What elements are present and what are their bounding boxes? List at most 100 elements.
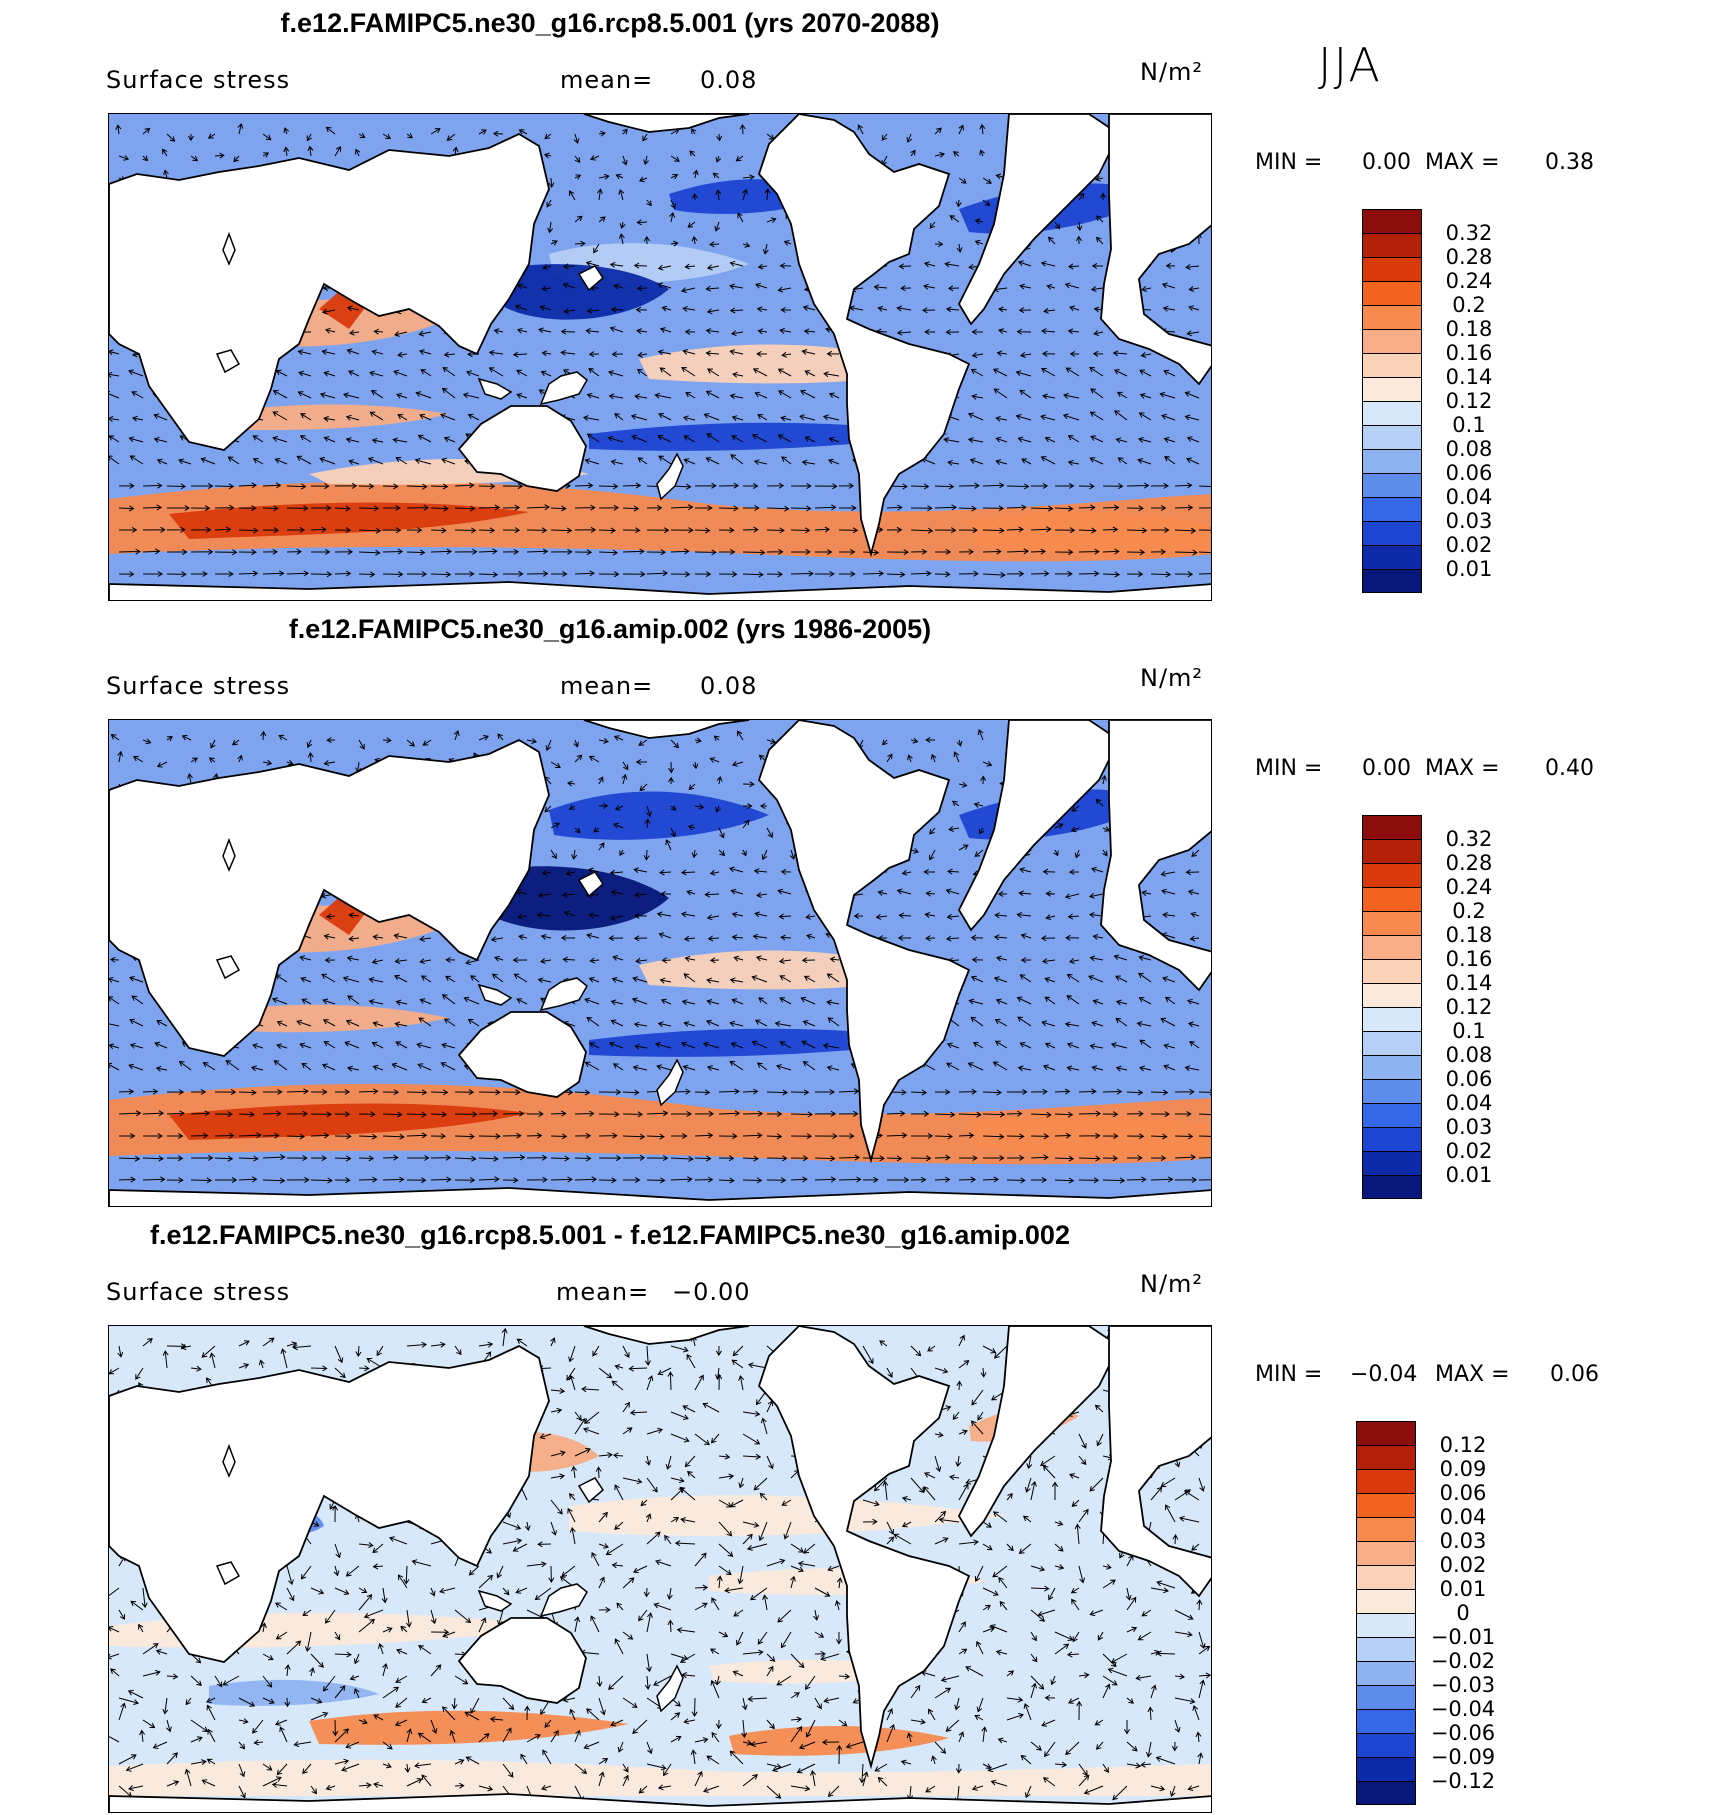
colorbar-swatch (1356, 1661, 1416, 1685)
units-label: N/m² (1140, 1270, 1204, 1298)
stress-map (108, 719, 1212, 1207)
colorbar-swatch (1356, 1685, 1416, 1709)
colorbar-swatch (1362, 425, 1422, 449)
land-mass (1100, 1326, 1211, 1598)
colorbar-tick-label: 0.02 (1439, 1553, 1487, 1577)
colorbar-tick-label: 0.01 (1439, 1577, 1487, 1601)
colorbar-tick-label: 0.1 (1452, 1019, 1486, 1043)
colorbar-swatch (1362, 1031, 1422, 1055)
colorbar-tick-label: 0.18 (1445, 923, 1493, 947)
colorbar-swatch (1362, 473, 1422, 497)
island (656, 1664, 684, 1713)
variable-label: Surface stress (106, 672, 291, 700)
mean-label: mean= (560, 672, 654, 700)
colorbar-swatch (1356, 1469, 1416, 1493)
colorbar-tick-label: 0.28 (1445, 851, 1493, 875)
stress-contour (489, 866, 669, 931)
colorbar-tick-label: 0.09 (1439, 1457, 1487, 1481)
colorbar-tick-label: 0.14 (1445, 971, 1493, 995)
colorbar-swatch (1362, 1055, 1422, 1079)
land-mass (109, 132, 550, 451)
colorbar-swatch (1356, 1709, 1416, 1733)
min-value: −0.04 (1350, 1362, 1418, 1387)
colorbar-swatch (1362, 257, 1422, 281)
island (222, 837, 236, 872)
colorbar-swatch (1362, 545, 1422, 569)
colorbar-swatch (1362, 839, 1422, 863)
min-value: 0.00 (1362, 150, 1411, 175)
colorbar-swatch (1356, 1493, 1416, 1517)
stress-contour (209, 1679, 379, 1706)
colorbar-swatch (1362, 863, 1422, 887)
land-mass (109, 738, 550, 1057)
colorbar-swatch (1362, 959, 1422, 983)
stress-contour (499, 264, 669, 320)
stress-map (108, 1325, 1212, 1813)
island (215, 955, 241, 980)
colorbar-tick-label: 0.08 (1445, 1043, 1493, 1067)
land-mass (1100, 114, 1211, 386)
island (577, 1477, 604, 1504)
colorbar-tick-label: −0.12 (1430, 1769, 1496, 1793)
colorbar-tick-label: −0.04 (1430, 1697, 1496, 1721)
colorbar-frame (1362, 209, 1422, 593)
island (215, 349, 241, 374)
colorbar-tick-label: −0.01 (1430, 1625, 1496, 1649)
land-mass (457, 1617, 587, 1704)
colorbar-swatch (1362, 815, 1422, 839)
colorbar-tick-label: 0 (1456, 1601, 1470, 1625)
stress-contour (209, 404, 449, 431)
panel-title: f.e12.FAMIPC5.ne30_g16.amip.002 (yrs 198… (288, 614, 932, 644)
colorbar-tick-label: 0.01 (1445, 557, 1493, 581)
colorbar-tick-label: 0.28 (1445, 245, 1493, 269)
colorbar-swatch (1356, 1781, 1416, 1805)
colorbar-swatch (1362, 305, 1422, 329)
units-label: N/m² (1140, 58, 1204, 86)
stress-contour (169, 1103, 529, 1140)
colorbar-swatch (1362, 353, 1422, 377)
colorbar-tick-label: 0.14 (1445, 365, 1493, 389)
colorbar-swatch (1356, 1589, 1416, 1613)
colorbar-tick-label: 0.02 (1445, 1139, 1493, 1163)
colorbar-tick-label: 0.2 (1452, 293, 1486, 317)
land-mass (757, 720, 971, 1164)
island (222, 231, 236, 266)
stress-contour (229, 1004, 449, 1033)
min-label: MIN = (1255, 756, 1323, 781)
land-mass (457, 1011, 587, 1098)
colorbar-swatch (1356, 1637, 1416, 1661)
mean-label: mean= (556, 1278, 650, 1306)
island (477, 377, 513, 400)
island (539, 977, 588, 1012)
colorbar-tick-label: 0.12 (1439, 1433, 1487, 1457)
stress-contour (109, 1759, 1211, 1796)
land-mass (109, 581, 1211, 600)
stress-contour (109, 481, 1211, 562)
colorbar-swatch (1362, 1103, 1422, 1127)
land-mass (1100, 720, 1211, 992)
colorbar-swatch (1356, 1565, 1416, 1589)
colorbar-swatch (1362, 1175, 1422, 1199)
island (577, 265, 604, 292)
max-value: 0.38 (1545, 150, 1594, 175)
stress-contour (309, 1710, 629, 1745)
mean-value: 0.08 (700, 672, 758, 700)
island (215, 1561, 241, 1586)
colorbar-swatch (1356, 1733, 1416, 1757)
min-value: 0.00 (1362, 756, 1411, 781)
colorbar-swatch (1362, 1151, 1422, 1175)
colorbar-swatch (1362, 497, 1422, 521)
variable-label: Surface stress (106, 1278, 291, 1306)
island (222, 1443, 236, 1478)
island (477, 1589, 513, 1612)
panel-title: f.e12.FAMIPC5.ne30_g16.rcp8.5.001 (yrs 2… (280, 8, 940, 38)
colorbar-tick-label: 0.24 (1445, 269, 1493, 293)
mean-value: 0.08 (700, 66, 758, 94)
colorbar-swatch (1362, 377, 1422, 401)
colorbar-tick-label: 0.32 (1445, 827, 1493, 851)
colorbar-tick-label: −0.09 (1430, 1745, 1496, 1769)
colorbar-tick-label: 0.1 (1452, 413, 1486, 437)
colorbar-swatch (1356, 1445, 1416, 1469)
land-mass (109, 1344, 550, 1663)
colorbar-tick-label: 0.12 (1445, 995, 1493, 1019)
